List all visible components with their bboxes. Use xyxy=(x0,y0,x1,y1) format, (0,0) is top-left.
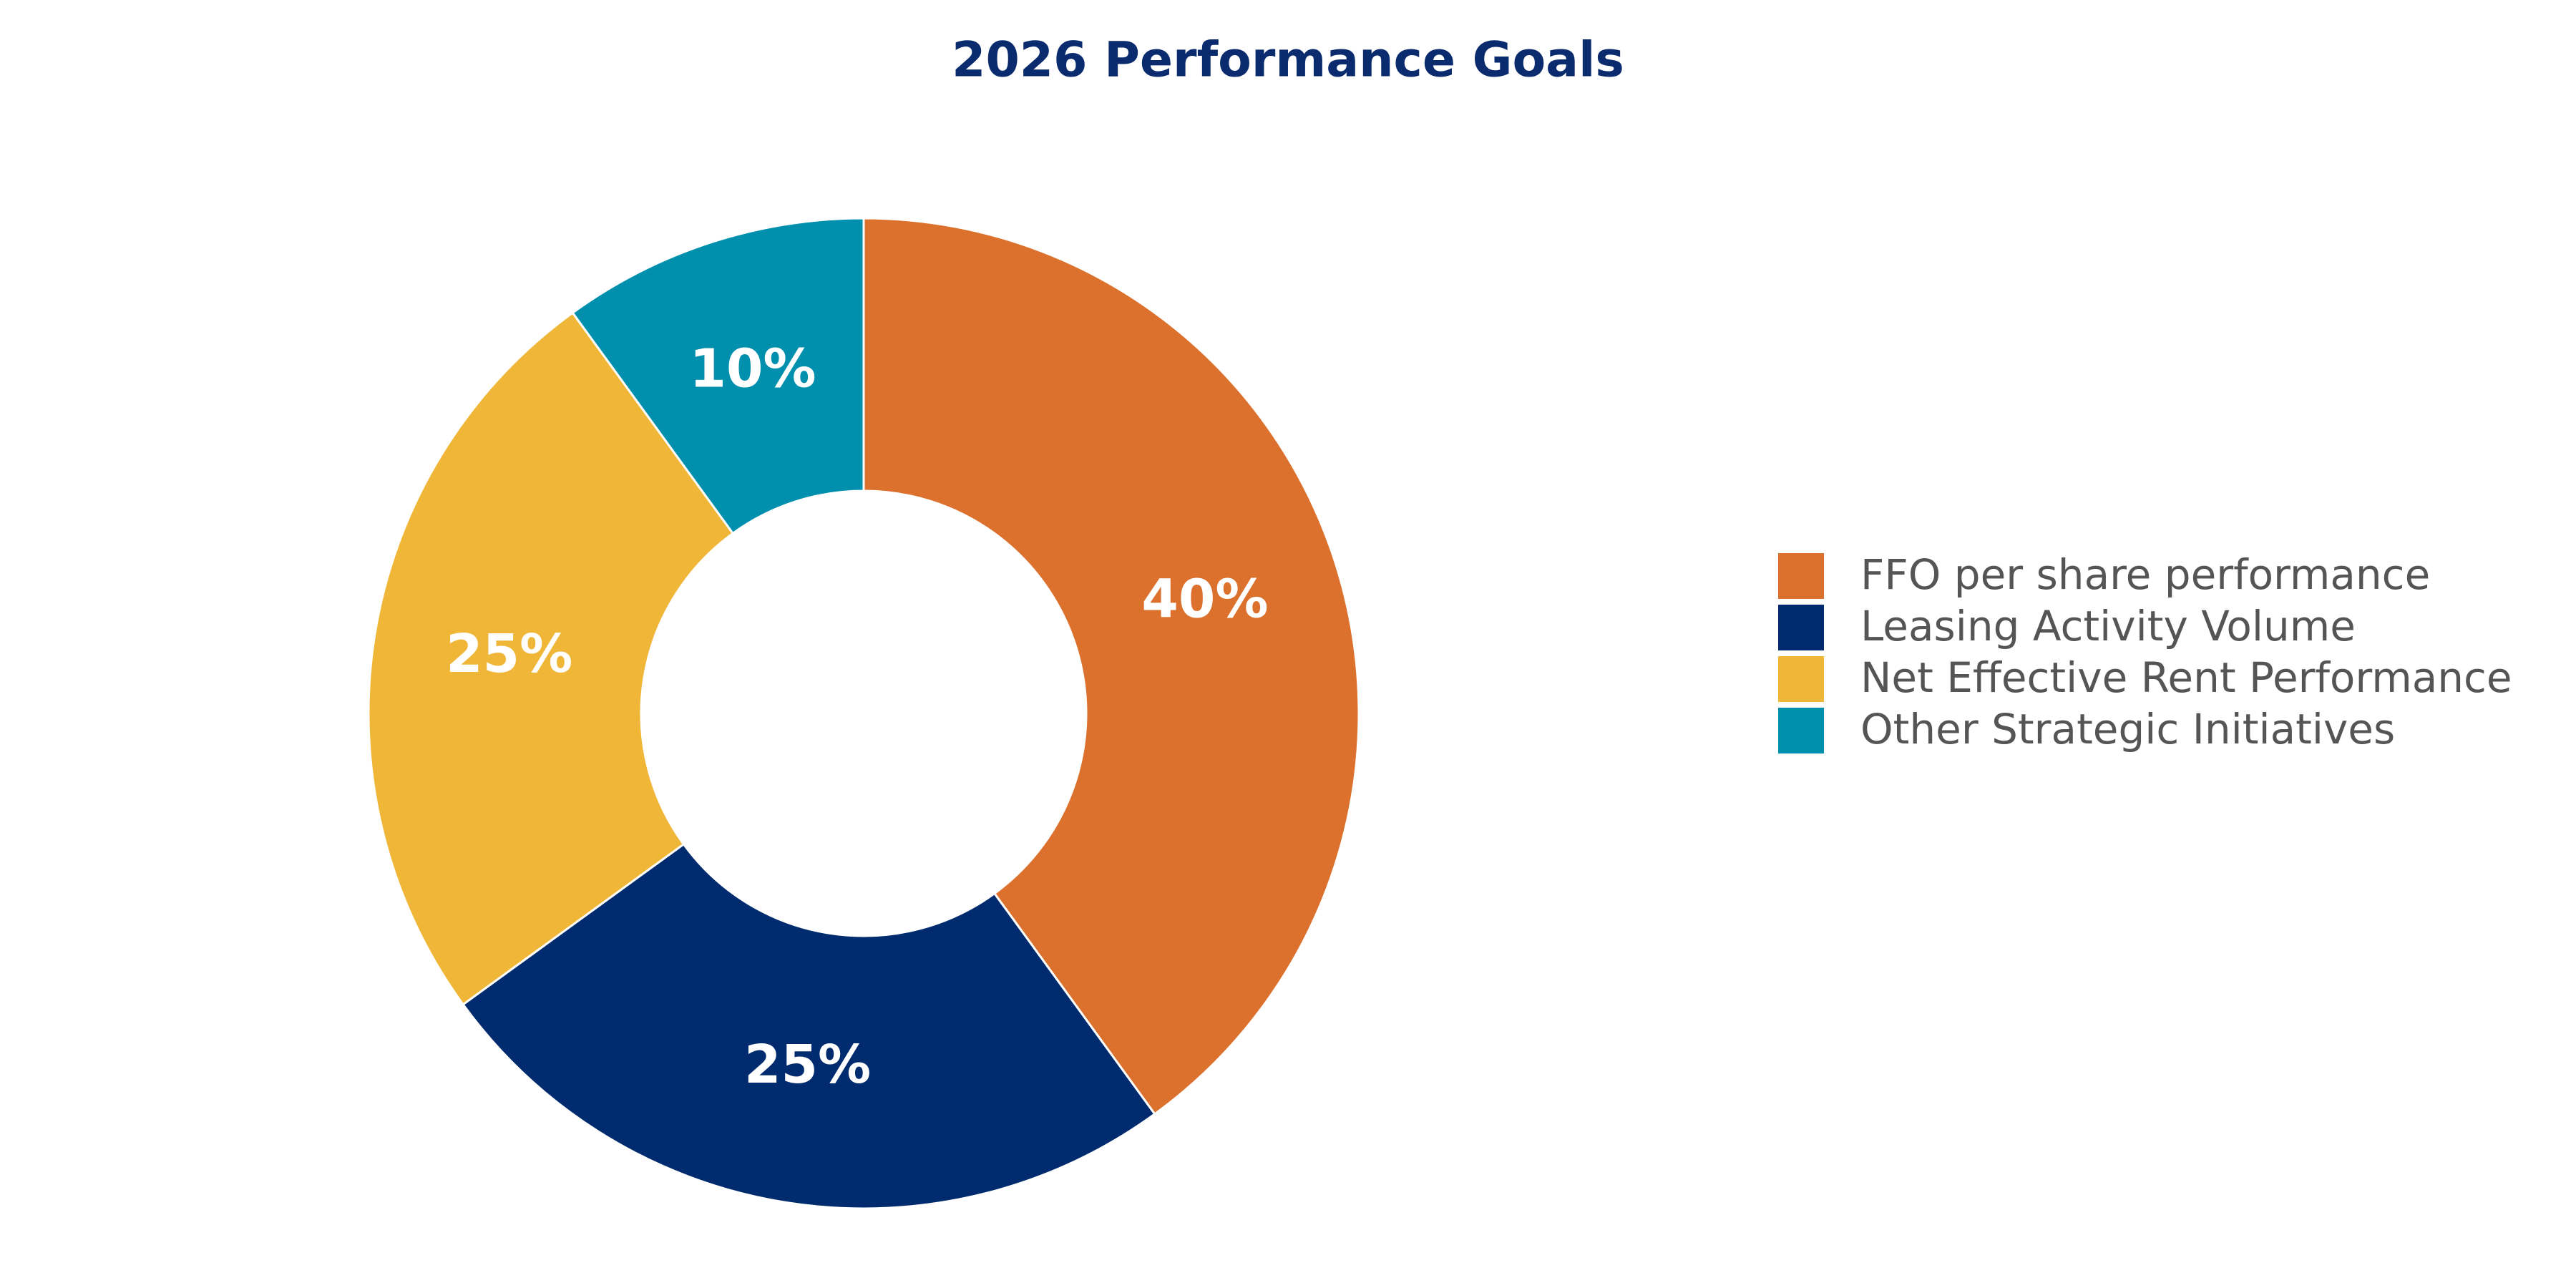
legend-label: Other Strategic Initiatives xyxy=(1860,705,2395,753)
legend-swatch xyxy=(1778,605,1824,650)
legend-swatch xyxy=(1778,656,1824,702)
legend-label: FFO per share performance xyxy=(1860,550,2430,599)
data-label: 25% xyxy=(744,1034,871,1096)
chart-title: 2026 Performance Goals xyxy=(952,32,1624,89)
data-label: 25% xyxy=(446,623,572,685)
data-label: 40% xyxy=(1141,569,1268,630)
donut-slice xyxy=(462,842,1156,1210)
donut-slice xyxy=(862,217,1360,1116)
data-label: 10% xyxy=(689,338,816,400)
legend-swatch xyxy=(1778,708,1824,753)
donut-slice xyxy=(571,217,865,535)
donut-slice xyxy=(367,311,735,1006)
legend-label: Net Effective Rent Performance xyxy=(1860,653,2512,702)
legend-swatch xyxy=(1778,553,1824,599)
legend-label: Leasing Activity Volume xyxy=(1860,602,2356,650)
